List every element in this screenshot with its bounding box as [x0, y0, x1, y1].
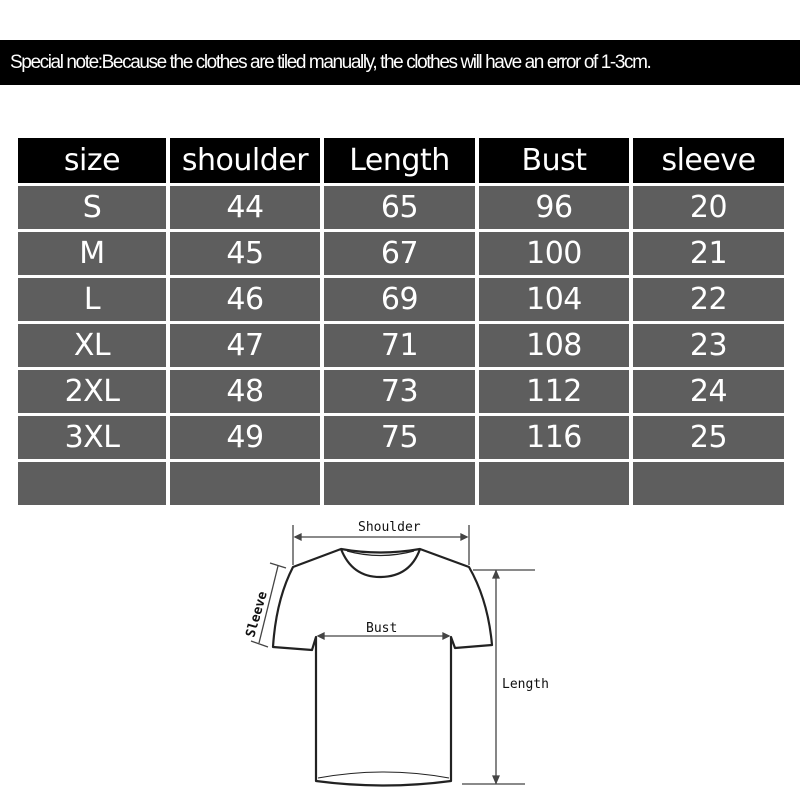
column-header-shoulder: shoulder [170, 138, 320, 183]
table-cell: 108 [479, 324, 629, 367]
table-cell: 104 [479, 278, 629, 321]
table-cell: 23 [633, 324, 784, 367]
column-header-size: size [18, 138, 166, 183]
table-cell [170, 462, 320, 505]
table-cell: 22 [633, 278, 784, 321]
table-cell: 45 [170, 232, 320, 275]
table-cell: 21 [633, 232, 784, 275]
table-cell: 3XL [18, 416, 166, 459]
table-cell: 69 [324, 278, 475, 321]
shoulder-label: Shoulder [358, 520, 421, 535]
table-cell: 112 [479, 370, 629, 413]
table-cell: 25 [633, 416, 784, 459]
table-cell: 67 [324, 232, 475, 275]
measurement-lines [250, 525, 535, 785]
table-cell: 116 [479, 416, 629, 459]
table-cell: 44 [170, 186, 320, 229]
table-cell: XL [18, 324, 166, 367]
table-cell [18, 462, 166, 505]
table-cell: M [18, 232, 166, 275]
table-cell: 49 [170, 416, 320, 459]
table-cell: 47 [170, 324, 320, 367]
column-header-length: Length [324, 138, 475, 183]
table-cell [324, 462, 475, 505]
table-cell: 65 [324, 186, 475, 229]
table-cell: 100 [479, 232, 629, 275]
table-cell: 71 [324, 324, 475, 367]
column-header-sleeve: sleeve [633, 138, 784, 183]
size-chart-table: size shoulder Length Bust sleeve S 44 65 96 20 M 45… [18, 138, 784, 505]
table-cell: S [18, 186, 166, 229]
table-cell: 96 [479, 186, 629, 229]
table-cell: 75 [324, 416, 475, 459]
table-cell [633, 462, 784, 505]
length-label: Length [502, 677, 549, 692]
table-cell: 20 [633, 186, 784, 229]
table-cell: L [18, 278, 166, 321]
tshirt-outline [271, 547, 494, 787]
table-cell [479, 462, 629, 505]
special-note-banner: Special note:Because the clothes are til… [0, 40, 800, 85]
table-cell: 46 [170, 278, 320, 321]
table-cell: 2XL [18, 370, 166, 413]
bust-label: Bust [366, 621, 397, 636]
table-cell: 48 [170, 370, 320, 413]
table-cell: 24 [633, 370, 784, 413]
table-cell: 73 [324, 370, 475, 413]
column-header-bust: Bust [479, 138, 629, 183]
